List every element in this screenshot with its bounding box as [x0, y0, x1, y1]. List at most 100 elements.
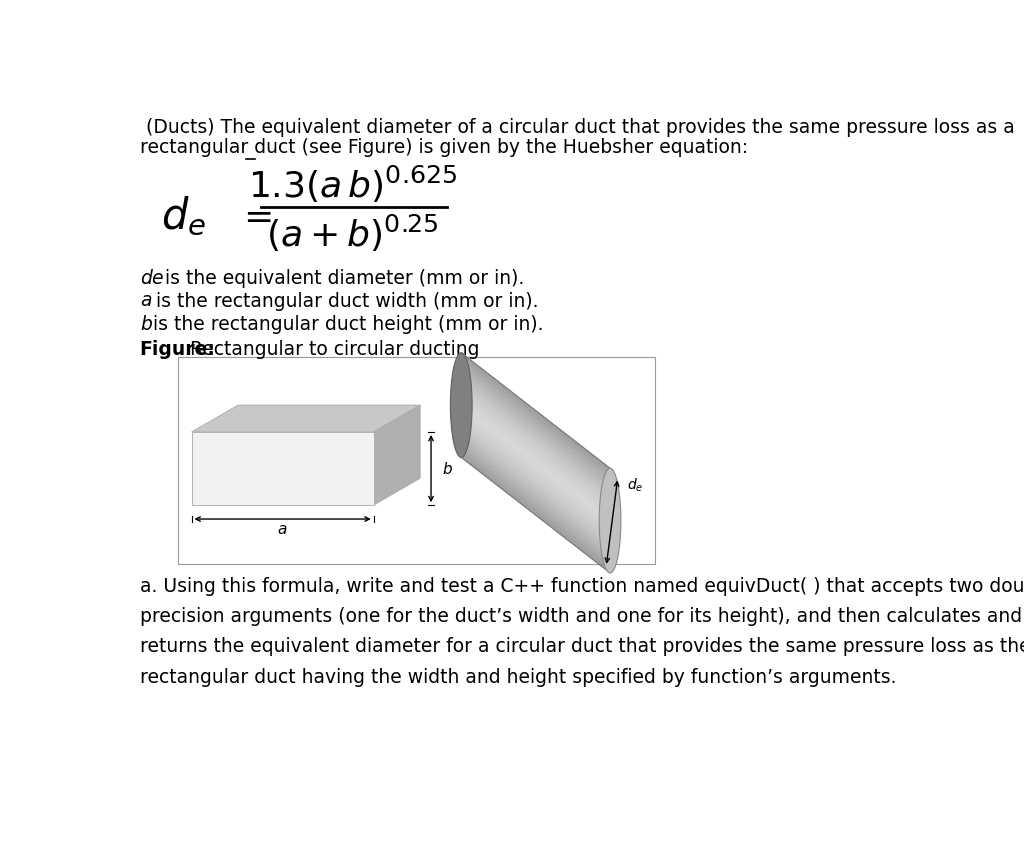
Polygon shape: [461, 423, 610, 540]
Polygon shape: [461, 411, 610, 528]
Polygon shape: [461, 432, 610, 549]
Polygon shape: [461, 396, 610, 513]
Polygon shape: [461, 446, 610, 563]
Polygon shape: [461, 382, 610, 499]
Polygon shape: [461, 444, 610, 561]
Ellipse shape: [451, 352, 472, 458]
Polygon shape: [461, 436, 610, 553]
Polygon shape: [461, 364, 610, 481]
Polygon shape: [461, 368, 610, 484]
Text: $b$: $b$: [442, 461, 453, 477]
Polygon shape: [461, 358, 610, 475]
Polygon shape: [461, 391, 610, 507]
Polygon shape: [461, 404, 610, 521]
Polygon shape: [461, 383, 610, 500]
Polygon shape: [461, 420, 610, 537]
Polygon shape: [461, 429, 610, 546]
Polygon shape: [461, 427, 610, 544]
Polygon shape: [461, 415, 610, 532]
Polygon shape: [461, 373, 610, 489]
Polygon shape: [461, 410, 610, 527]
Polygon shape: [461, 409, 610, 526]
Polygon shape: [461, 456, 610, 573]
Polygon shape: [461, 420, 610, 537]
Ellipse shape: [599, 468, 621, 573]
Text: $a$: $a$: [139, 292, 152, 309]
Polygon shape: [461, 408, 610, 525]
Polygon shape: [461, 425, 610, 542]
Polygon shape: [461, 426, 610, 542]
Polygon shape: [461, 401, 610, 518]
Polygon shape: [461, 434, 610, 551]
Polygon shape: [461, 384, 610, 501]
Polygon shape: [374, 405, 420, 505]
Polygon shape: [461, 385, 610, 502]
Polygon shape: [461, 430, 610, 547]
Polygon shape: [461, 435, 610, 552]
Polygon shape: [461, 378, 610, 495]
Polygon shape: [461, 379, 610, 495]
Polygon shape: [461, 354, 610, 471]
Polygon shape: [461, 448, 610, 565]
Polygon shape: [461, 415, 610, 531]
Polygon shape: [461, 441, 610, 558]
Polygon shape: [461, 392, 610, 509]
Text: Figure:: Figure:: [139, 340, 215, 358]
Text: is the equivalent diameter (mm or in).: is the equivalent diameter (mm or in).: [159, 269, 524, 288]
Polygon shape: [461, 389, 610, 506]
Polygon shape: [461, 394, 610, 510]
Polygon shape: [461, 361, 610, 478]
Polygon shape: [461, 413, 610, 530]
Polygon shape: [461, 380, 610, 497]
Polygon shape: [461, 451, 610, 568]
Polygon shape: [461, 418, 610, 535]
Polygon shape: [461, 403, 610, 519]
Polygon shape: [461, 455, 610, 572]
Bar: [178, 357, 655, 563]
Polygon shape: [461, 422, 610, 539]
Polygon shape: [461, 376, 610, 493]
Polygon shape: [461, 357, 610, 473]
Text: $d_e$: $d_e$: [161, 195, 206, 238]
Polygon shape: [461, 438, 610, 554]
Polygon shape: [461, 366, 610, 483]
Text: is the rectangular duct height (mm or in).: is the rectangular duct height (mm or in…: [147, 315, 544, 334]
Polygon shape: [461, 442, 610, 558]
Text: $(a + b)^{0.25}$: $(a + b)^{0.25}$: [266, 213, 439, 254]
Polygon shape: [191, 432, 374, 505]
Polygon shape: [461, 443, 610, 560]
Text: Rectangular to circular ducting: Rectangular to circular ducting: [183, 340, 479, 358]
Text: $1.3(a\,b)^{0.625}$: $1.3(a\,b)^{0.625}$: [248, 163, 458, 204]
Text: is the rectangular duct width (mm or in).: is the rectangular duct width (mm or in)…: [150, 292, 539, 311]
Text: $=$: $=$: [237, 199, 272, 234]
Polygon shape: [461, 394, 610, 511]
Polygon shape: [461, 363, 610, 480]
Text: a. Using this formula, write and test a C++ function named equivDuct( ) that acc: a. Using this formula, write and test a …: [139, 577, 1024, 686]
Polygon shape: [461, 406, 610, 523]
Polygon shape: [461, 387, 610, 504]
Polygon shape: [461, 399, 610, 516]
Polygon shape: [461, 356, 610, 472]
Polygon shape: [461, 417, 610, 534]
Polygon shape: [461, 399, 610, 516]
Polygon shape: [461, 452, 610, 569]
Polygon shape: [191, 405, 420, 432]
Polygon shape: [461, 431, 610, 548]
Text: rectangular duct (see Figure) is given by the Huebsher equation:: rectangular duct (see Figure) is given b…: [139, 138, 748, 157]
Polygon shape: [461, 450, 610, 566]
Text: $b$: $b$: [139, 315, 153, 334]
Polygon shape: [461, 375, 610, 492]
Polygon shape: [461, 371, 610, 488]
Text: (Ducts) The equivalent diameter of a circular duct that provides the same pressu: (Ducts) The equivalent diameter of a cir…: [139, 118, 1015, 137]
Polygon shape: [461, 362, 610, 479]
Polygon shape: [461, 439, 610, 556]
Polygon shape: [461, 368, 610, 485]
Polygon shape: [461, 447, 610, 563]
Polygon shape: [461, 388, 610, 505]
Polygon shape: [461, 370, 610, 487]
Text: $de$: $de$: [139, 269, 164, 288]
Polygon shape: [461, 405, 610, 522]
Text: $d_e$: $d_e$: [627, 477, 643, 494]
Polygon shape: [461, 397, 610, 514]
Polygon shape: [461, 453, 610, 570]
